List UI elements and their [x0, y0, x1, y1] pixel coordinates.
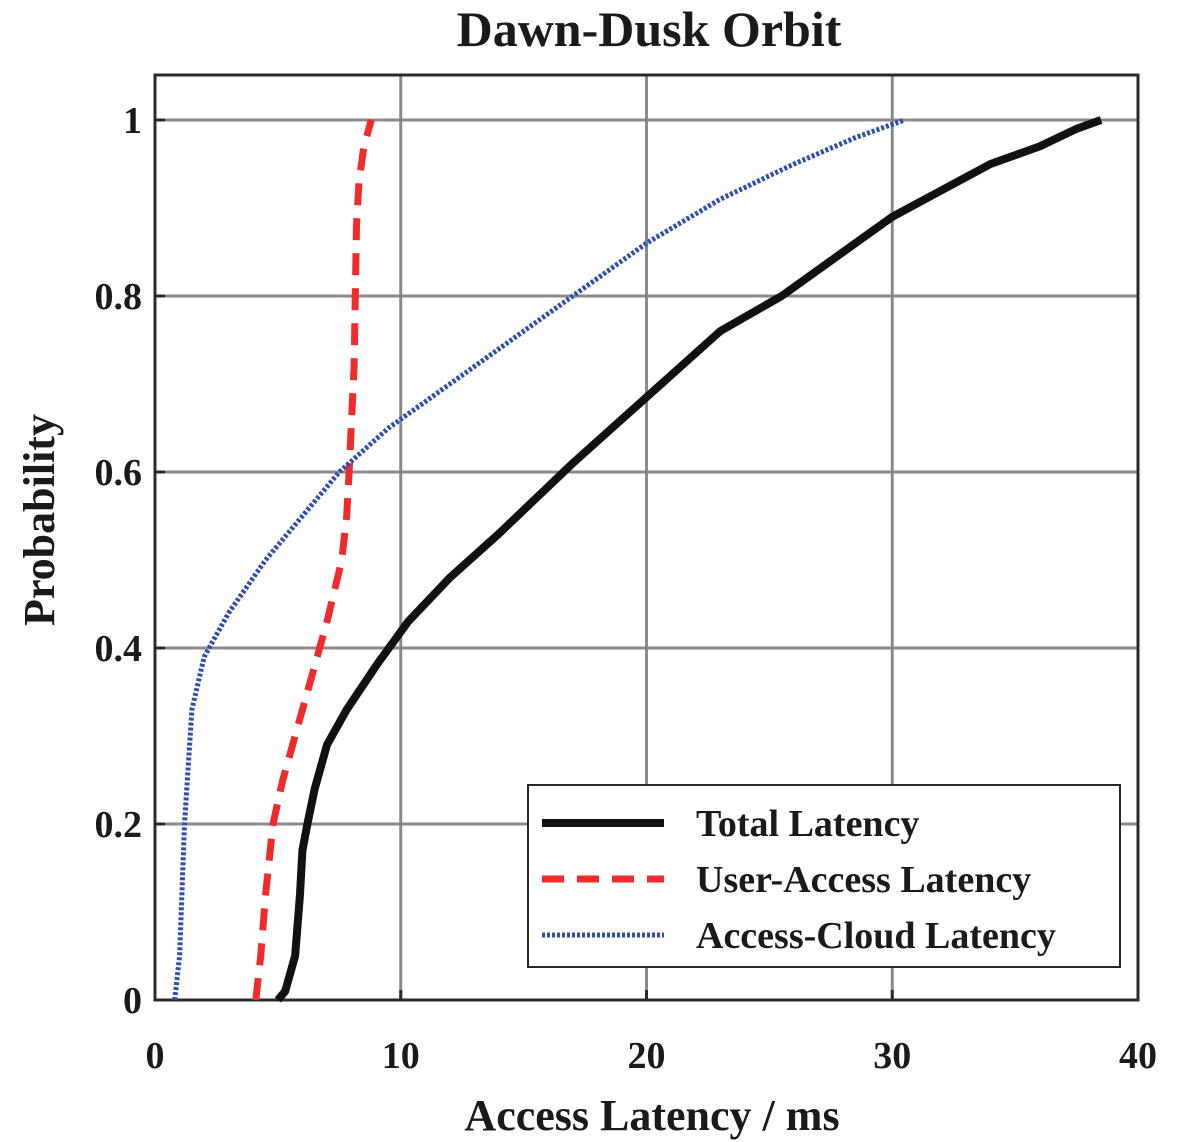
- x-tick-label: 20: [628, 1035, 666, 1077]
- y-tick-label: 0.6: [95, 452, 143, 494]
- legend-label-user-access-latency: User-Access Latency: [696, 859, 1031, 901]
- series-lines: [172, 116, 1103, 1003]
- series-line-access-cloud-latency: [172, 117, 906, 1001]
- legend-label-total-latency: Total Latency: [696, 803, 919, 845]
- y-tick-label: 0: [123, 980, 142, 1022]
- legend-label-access-cloud-latency: Access-Cloud Latency: [696, 915, 1056, 957]
- y-axis-label: Probability: [15, 414, 64, 626]
- x-tick-label: 10: [382, 1035, 420, 1077]
- legend: Total Latency User-Access Latency Access-C…: [527, 784, 1121, 968]
- x-tick-label: 40: [1119, 1035, 1157, 1077]
- x-tick-label: 0: [146, 1035, 165, 1077]
- x-tick-label: 30: [873, 1035, 911, 1077]
- axes: [153, 73, 1140, 1002]
- x-axis-label: Access Latency / ms: [464, 1091, 839, 1140]
- y-tick-labels: 0 0.2 0.4 0.6 0.8 1: [95, 100, 143, 1022]
- y-tick-label: 1: [123, 100, 142, 142]
- series-line-user-access-latency: [252, 119, 375, 1001]
- y-tick-label: 0.2: [95, 804, 143, 846]
- chart-title: Dawn-Dusk Orbit: [457, 1, 842, 57]
- series-line-total-latency: [274, 116, 1103, 1003]
- y-tick-label: 0.4: [95, 628, 143, 670]
- x-tick-labels: 0 10 20 30 40: [146, 1035, 1158, 1077]
- y-tick-label: 0.8: [95, 276, 143, 318]
